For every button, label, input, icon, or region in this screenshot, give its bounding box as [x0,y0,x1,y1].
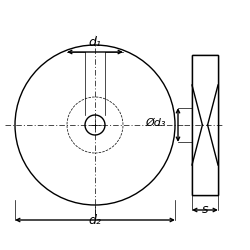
Text: d₂: d₂ [88,214,102,227]
Polygon shape [192,55,218,195]
Text: s: s [202,203,208,216]
Text: Ød₃: Ød₃ [146,118,166,128]
Bar [192,55,218,195]
Text: d₁: d₁ [88,36,102,49]
